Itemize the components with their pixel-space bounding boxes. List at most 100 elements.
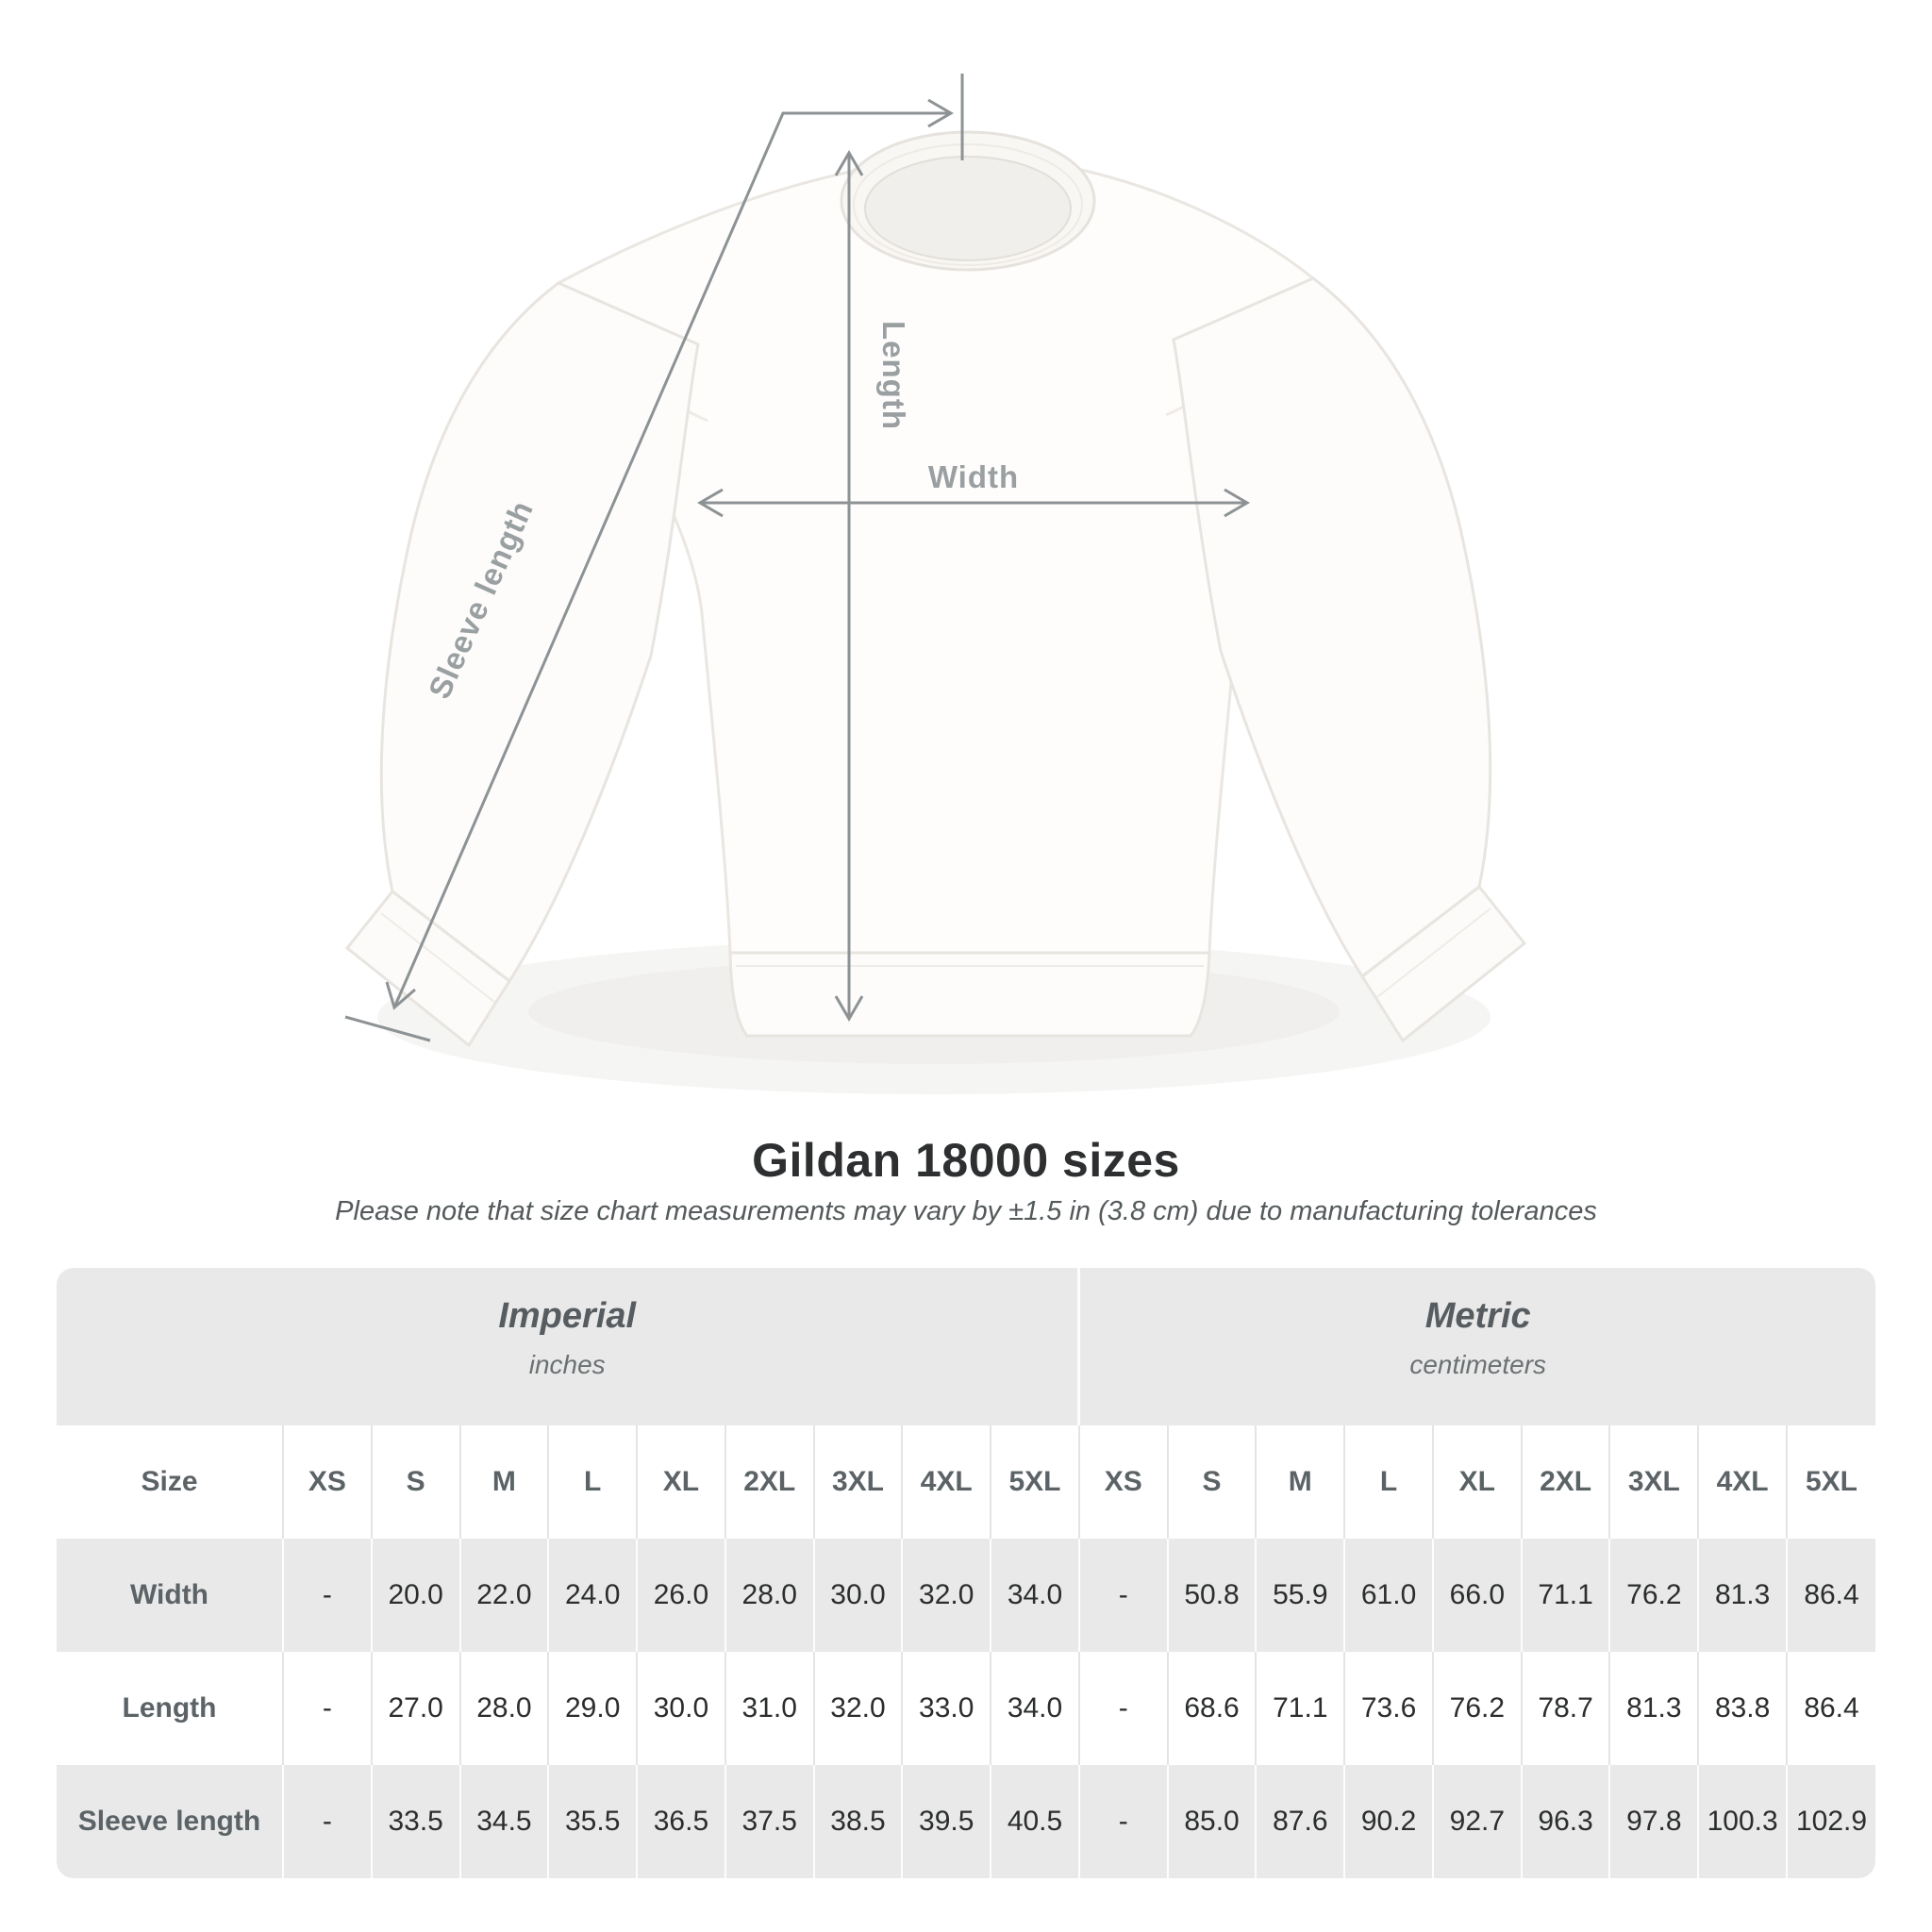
size-table-grid: Imperial inches Metric centimeters Size … (57, 1268, 1875, 1878)
measurement-cell: 31.0 (724, 1652, 814, 1765)
measurement-cell: 27.0 (370, 1652, 460, 1765)
row-label-length: Length (57, 1652, 283, 1765)
right-cuff-seam (1376, 908, 1491, 998)
measurement-cell: 34.0 (990, 1539, 1079, 1652)
measurement-cell: 24.0 (547, 1539, 638, 1652)
measurement-cell: 28.0 (724, 1539, 814, 1652)
measurement-cell: 100.3 (1697, 1765, 1788, 1878)
size-header-metric-xl: XL (1431, 1425, 1522, 1539)
measurement-cell: 34.5 (458, 1765, 549, 1878)
size-header-metric-xs: XS (1077, 1425, 1168, 1539)
size-header-imperial-4xl: 4XL (901, 1425, 991, 1539)
measurement-cell: 32.0 (901, 1539, 991, 1652)
body-panel (557, 147, 1315, 955)
width-label: Width (928, 459, 1019, 494)
measurement-cell: 30.0 (636, 1652, 725, 1765)
width-row: Width - 20.0 22.0 24.0 26.0 28.0 30.0 32… (57, 1539, 1875, 1652)
measurement-cell: 36.5 (636, 1765, 725, 1878)
size-header-imperial-s: S (370, 1425, 460, 1539)
size-header-metric-l: L (1343, 1425, 1433, 1539)
unit-header-row: Imperial inches Metric centimeters (57, 1268, 1875, 1425)
measurement-cell: 34.0 (990, 1652, 1079, 1765)
left-sleeve (379, 281, 700, 984)
right-sleeve (1172, 276, 1492, 979)
measurement-cell: 40.5 (990, 1765, 1079, 1878)
page-title: Gildan 18000 sizes (752, 1134, 1180, 1187)
measurement-cell: - (282, 1652, 372, 1765)
size-header-imperial-xs: XS (282, 1425, 372, 1539)
left-cuff (344, 889, 512, 1048)
measurement-cell: 39.5 (901, 1765, 991, 1878)
measurement-cell: 85.0 (1166, 1765, 1257, 1878)
measurement-cell: 32.0 (812, 1652, 903, 1765)
size-header-imperial-l: L (547, 1425, 638, 1539)
metric-title: Metric (1424, 1296, 1531, 1336)
measurement-cell: 86.4 (1786, 1539, 1875, 1652)
measurement-cell: 38.5 (812, 1765, 903, 1878)
size-header-imperial-m: M (458, 1425, 549, 1539)
size-header-imperial-5xl: 5XL (990, 1425, 1079, 1539)
size-header-imperial-2xl: 2XL (724, 1425, 814, 1539)
measurement-cell: 68.6 (1166, 1652, 1257, 1765)
length-row: Length - 27.0 28.0 29.0 30.0 31.0 32.0 3… (57, 1652, 1875, 1765)
measurement-cell: 66.0 (1431, 1539, 1522, 1652)
sleeve-length-dimension-arrow (344, 74, 964, 1042)
measurement-cell: 26.0 (636, 1539, 725, 1652)
measurement-cell: 71.1 (1255, 1652, 1345, 1765)
measurement-cell: 30.0 (812, 1539, 903, 1652)
measurement-cell: 76.2 (1608, 1539, 1699, 1652)
size-table: Imperial inches Metric centimeters Size … (57, 1268, 1875, 1878)
measurement-cell: 20.0 (370, 1539, 460, 1652)
measurement-cell: 86.4 (1786, 1652, 1875, 1765)
measurement-cell: 29.0 (547, 1652, 638, 1765)
row-label-width: Width (57, 1539, 283, 1652)
measurement-cell: 55.9 (1255, 1539, 1345, 1652)
width-dimension-arrow (697, 488, 1250, 518)
measurement-cell: 90.2 (1343, 1765, 1433, 1878)
size-header-metric-3xl: 3XL (1608, 1425, 1699, 1539)
length-dimension-arrow (834, 150, 864, 1022)
measurement-cell: 81.3 (1608, 1652, 1699, 1765)
measurement-cell: 97.8 (1608, 1765, 1699, 1878)
measurement-cell: 76.2 (1431, 1652, 1522, 1765)
measurement-cell: 22.0 (458, 1539, 549, 1652)
left-cuff-seam (380, 912, 495, 1003)
imperial-title: Imperial (498, 1296, 637, 1336)
measurement-cell: 61.0 (1343, 1539, 1433, 1652)
measurement-cell: 102.9 (1786, 1765, 1875, 1878)
imperial-header: Imperial inches (57, 1268, 1079, 1425)
collar-seam (853, 143, 1083, 266)
measurement-cell: 83.8 (1697, 1652, 1788, 1765)
measurement-cell: 96.3 (1520, 1765, 1610, 1878)
size-header-metric-s: S (1166, 1425, 1257, 1539)
collar-opening (864, 156, 1072, 261)
metric-header: Metric centimeters (1077, 1268, 1875, 1425)
tolerance-note: Please note that size chart measurements… (335, 1196, 1597, 1226)
measurement-cell: 78.7 (1520, 1652, 1610, 1765)
imperial-unit: inches (528, 1350, 606, 1379)
sleeve-length-row: Sleeve length - 33.5 34.5 35.5 36.5 37.5… (57, 1765, 1875, 1878)
measurement-cell: 33.0 (901, 1652, 991, 1765)
size-header-metric-2xl: 2XL (1520, 1425, 1610, 1539)
measurement-cell: 37.5 (724, 1765, 814, 1878)
size-header-row: Size XS S M L XL 2XL 3XL 4XL 5XL XS S M … (57, 1425, 1875, 1539)
row-label-sleeve-length: Sleeve length (57, 1765, 283, 1878)
measurement-cell: 87.6 (1255, 1765, 1345, 1878)
measurement-cell: 71.1 (1520, 1539, 1610, 1652)
measurement-cell: 81.3 (1697, 1539, 1788, 1652)
measurement-cell: - (1077, 1652, 1168, 1765)
measurement-cell: - (282, 1539, 372, 1652)
dimension-annotations (344, 74, 1250, 1042)
measurement-cell: - (1077, 1765, 1168, 1878)
measurement-cell: 73.6 (1343, 1652, 1433, 1765)
size-header-imperial-3xl: 3XL (812, 1425, 903, 1539)
measurement-cell: 33.5 (370, 1765, 460, 1878)
measurement-cell: 35.5 (547, 1765, 638, 1878)
size-header-metric-5xl: 5XL (1786, 1425, 1875, 1539)
metric-unit: centimeters (1409, 1350, 1547, 1379)
measurement-cell: 28.0 (458, 1652, 549, 1765)
sweatshirt-diagram: Length Width Sleeve length (344, 74, 1527, 1094)
size-header-metric-4xl: 4XL (1697, 1425, 1788, 1539)
size-column-header: Size (57, 1425, 283, 1539)
